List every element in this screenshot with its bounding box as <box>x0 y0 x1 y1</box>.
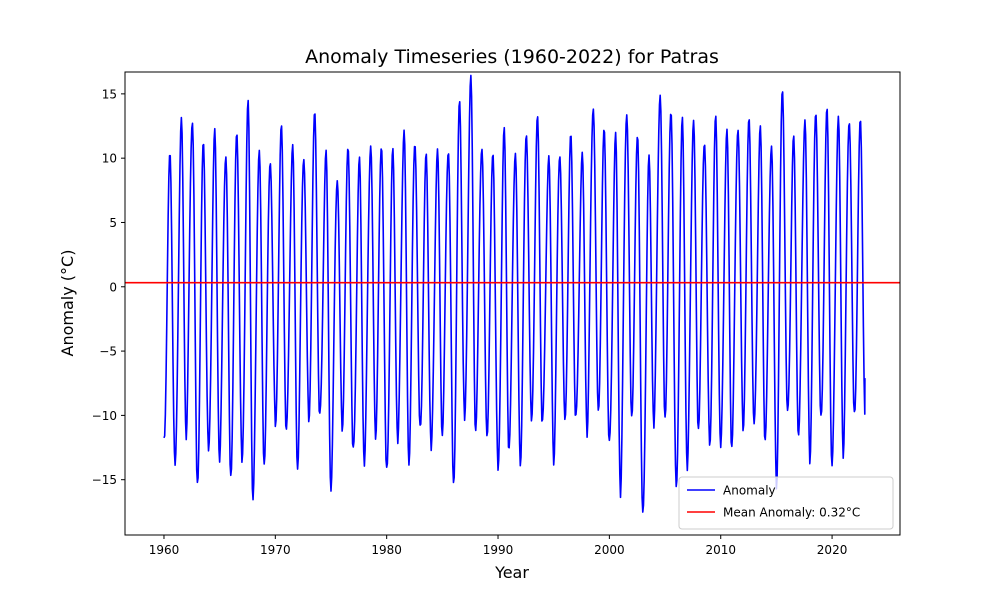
x-axis-title: Year <box>494 563 529 582</box>
y-tick-label: 5 <box>109 216 117 230</box>
legend-entry-anomaly-label: Anomaly <box>723 484 776 498</box>
x-tick-label: 1980 <box>371 543 402 557</box>
y-tick-label: −15 <box>92 473 117 487</box>
y-tick-label: 10 <box>102 152 117 166</box>
y-tick-label: 15 <box>102 87 117 101</box>
x-tick-label: 2020 <box>817 543 848 557</box>
y-tick-label: −5 <box>99 345 117 359</box>
plot-frame <box>124 71 901 536</box>
axes-layer: 1960 1970 1980 1990 2000 2010 2020 −15 −10 −5 0 5 10… <box>92 71 901 557</box>
x-tick-label: 1990 <box>483 543 514 557</box>
chart-title: Anomaly Timeseries (1960-2022) for Patra… <box>305 46 719 68</box>
x-tick-label: 2010 <box>705 543 736 557</box>
y-axis-title: Anomaly (°C) <box>58 250 77 357</box>
legend-box <box>678 476 894 530</box>
series-layer <box>125 74 900 513</box>
y-tick-label: −10 <box>92 409 117 423</box>
y-tick-label: 0 <box>109 280 117 294</box>
legend: Anomaly Mean Anomaly: 0.32°C <box>678 476 894 530</box>
x-tick-label: 2000 <box>594 543 625 557</box>
x-tick-label: 1960 <box>149 543 180 557</box>
series-anomaly-line <box>163 74 866 513</box>
x-tick-label: 1970 <box>260 543 291 557</box>
legend-entry-mean-anomaly-label: Mean Anomaly: 0.32°C <box>723 506 860 520</box>
